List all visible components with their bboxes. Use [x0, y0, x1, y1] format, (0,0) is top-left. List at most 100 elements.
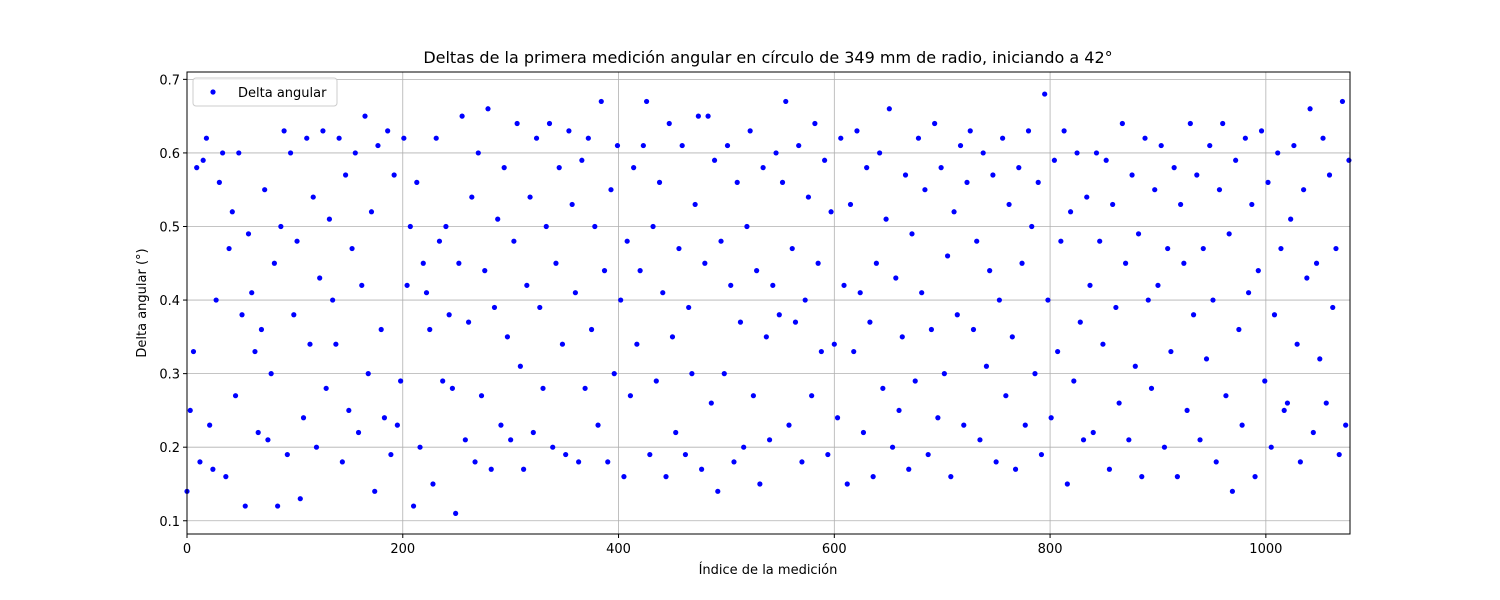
point — [779, 179, 786, 185]
point — [226, 245, 232, 252]
point — [394, 422, 400, 428]
point — [893, 275, 899, 281]
point — [734, 179, 740, 185]
point — [313, 444, 320, 450]
point — [236, 150, 242, 156]
point — [281, 128, 287, 134]
point — [245, 231, 252, 237]
point — [805, 194, 812, 200]
point — [559, 341, 566, 347]
point — [569, 201, 575, 208]
point — [1058, 238, 1064, 244]
x-tick-label: 200 — [390, 542, 415, 557]
point — [1129, 172, 1135, 178]
point — [889, 444, 896, 450]
point — [207, 422, 213, 428]
point — [961, 422, 967, 428]
point — [970, 326, 977, 333]
point — [1275, 150, 1281, 156]
point — [300, 415, 307, 421]
y-tick-label: 0.1 — [159, 515, 180, 530]
point — [1210, 297, 1216, 303]
point — [708, 400, 714, 406]
point — [1145, 297, 1151, 303]
point — [339, 459, 345, 465]
point — [320, 128, 326, 134]
point — [1252, 474, 1258, 480]
point — [1174, 474, 1180, 480]
point — [605, 459, 611, 465]
point — [1022, 422, 1028, 428]
point — [1336, 451, 1342, 458]
point — [521, 466, 527, 472]
point — [232, 393, 239, 399]
point — [673, 429, 679, 436]
point — [1097, 238, 1103, 244]
point — [540, 385, 546, 391]
point — [1110, 201, 1116, 208]
point — [770, 282, 776, 288]
point — [637, 268, 643, 274]
point — [294, 238, 300, 244]
x-tick-label: 1000 — [1249, 542, 1282, 557]
point — [1135, 231, 1142, 237]
legend-label: Delta angular — [238, 86, 327, 101]
point — [1042, 91, 1048, 97]
point — [469, 194, 475, 200]
point — [1187, 120, 1193, 127]
grid — [186, 72, 1350, 534]
point — [1155, 282, 1161, 288]
point — [1181, 260, 1187, 266]
point — [355, 429, 362, 436]
point — [689, 371, 695, 377]
point — [1171, 165, 1177, 171]
point — [809, 393, 815, 399]
point — [860, 429, 867, 436]
point — [643, 98, 650, 105]
point — [598, 98, 604, 105]
point — [1051, 157, 1057, 163]
point — [935, 415, 941, 421]
point — [530, 429, 536, 436]
point — [996, 297, 1002, 303]
point — [427, 326, 433, 333]
point — [553, 260, 559, 266]
point — [1184, 407, 1190, 414]
point — [815, 260, 821, 266]
point — [1009, 334, 1015, 340]
point — [1333, 245, 1339, 252]
point — [362, 113, 368, 119]
point — [873, 260, 879, 266]
point — [896, 407, 902, 414]
point — [776, 312, 782, 318]
point — [621, 474, 627, 480]
point — [1103, 157, 1109, 163]
point — [919, 290, 925, 296]
point — [1226, 231, 1232, 237]
point — [197, 459, 203, 465]
point — [291, 312, 297, 318]
point — [601, 268, 608, 274]
point — [624, 238, 630, 244]
point — [1262, 378, 1268, 384]
point — [763, 334, 769, 340]
point — [1168, 348, 1174, 355]
point — [262, 187, 268, 193]
point — [446, 312, 452, 318]
point — [796, 142, 802, 149]
point — [980, 150, 986, 156]
point — [278, 223, 284, 230]
y-axis-label: Delta angular (°) — [135, 248, 150, 357]
point — [1087, 282, 1093, 288]
point — [1297, 459, 1303, 465]
point — [1220, 120, 1226, 127]
point — [407, 223, 413, 230]
point — [1048, 415, 1054, 421]
point — [533, 135, 540, 141]
point — [1307, 106, 1313, 112]
point — [265, 437, 271, 443]
point — [495, 216, 501, 222]
point — [611, 371, 617, 377]
point — [368, 209, 375, 215]
